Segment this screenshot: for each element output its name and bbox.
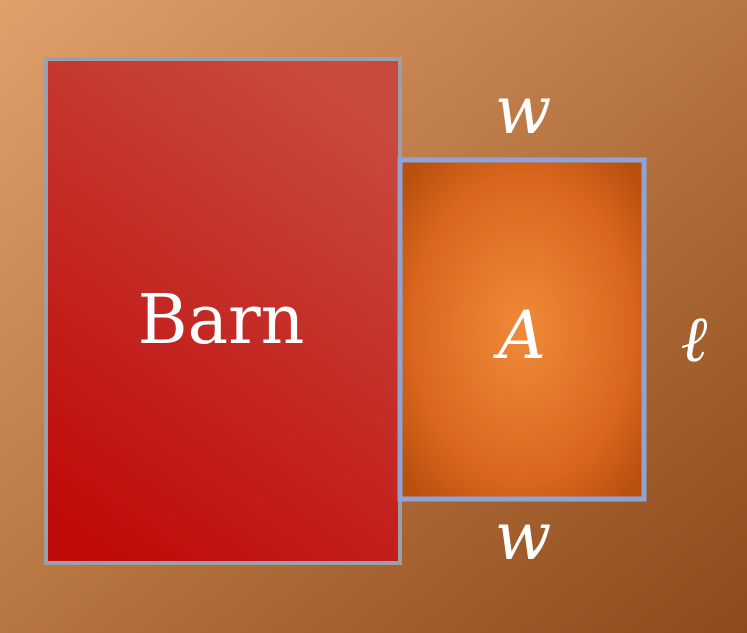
barn-label: Barn [138,281,305,360]
length-label: ℓ [681,303,708,377]
bottom-width-label: w [495,498,552,575]
pen-rectangle [397,157,647,502]
area-label: A [492,297,546,374]
barn-rectangle [44,57,402,565]
top-width-label: w [495,72,552,149]
